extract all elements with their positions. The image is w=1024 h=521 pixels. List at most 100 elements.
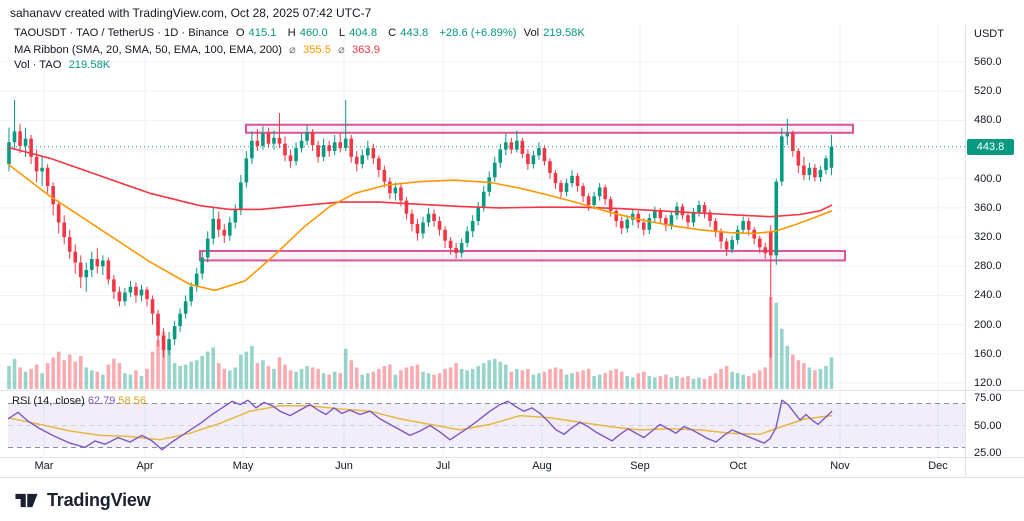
ma-ribbon-legend-row[interactable]: MA Ribbon (SMA, 20, SMA, 50, EMA, 100, E… xyxy=(14,43,384,56)
rsi-ma-line xyxy=(7,404,833,441)
candle-body xyxy=(128,286,133,293)
volume-bar xyxy=(642,371,646,389)
resistance-zone[interactable] xyxy=(245,123,854,134)
volume-bar xyxy=(829,357,834,389)
volume-bar xyxy=(520,370,525,389)
candle-body xyxy=(299,140,304,149)
candle-body xyxy=(520,140,525,154)
candle-body xyxy=(277,137,282,144)
volume-bar xyxy=(332,371,337,389)
volume-bar xyxy=(757,370,762,389)
candle-body xyxy=(283,143,287,156)
candle-body xyxy=(305,132,309,141)
candle-body xyxy=(371,148,376,159)
volume-bar xyxy=(802,363,806,389)
ema-200-line xyxy=(7,146,833,218)
symbol-legend-row[interactable]: TAOUSDT · TAO / TetherUS · 1D · Binance … xyxy=(14,27,593,39)
candle-body xyxy=(603,187,607,200)
candle-body xyxy=(548,161,552,173)
candle-body xyxy=(382,169,387,182)
candle-body xyxy=(101,260,105,267)
candle-body xyxy=(686,215,690,223)
volume-bar xyxy=(371,371,376,389)
creator-attribution[interactable]: sahanavv created with TradingView.com, O… xyxy=(10,6,372,20)
volume-bar xyxy=(785,345,790,389)
candle-body xyxy=(321,145,326,157)
avg-icon: ⌀ xyxy=(289,44,296,56)
candle-body xyxy=(802,165,806,176)
volume-bar xyxy=(426,373,431,389)
volume-bar xyxy=(763,367,768,389)
volume-bar xyxy=(504,364,508,389)
candle-body xyxy=(338,142,342,149)
volume-bar xyxy=(548,368,552,389)
ma-fast-value: 355.5 xyxy=(302,44,331,56)
volume-bar xyxy=(294,371,298,389)
volume-bar xyxy=(112,358,116,389)
volume-bar xyxy=(570,373,574,389)
volume-bar xyxy=(189,361,193,389)
volume-bar xyxy=(437,373,442,389)
candle-body xyxy=(349,138,354,157)
drawing-zones[interactable] xyxy=(199,123,854,262)
candle-body xyxy=(664,218,668,226)
month-tick-label: Dec xyxy=(928,460,948,472)
candle-body xyxy=(553,172,558,184)
volume-bar xyxy=(669,377,674,389)
volume-bar xyxy=(106,364,111,389)
volume-bar xyxy=(625,376,630,389)
rsi-pane[interactable] xyxy=(7,399,965,451)
tradingview-mark-icon xyxy=(15,493,38,508)
volume-bar xyxy=(23,371,28,389)
candle-body xyxy=(261,133,265,146)
volume-study-value: 219.58K xyxy=(68,59,111,71)
candle-body xyxy=(106,260,111,280)
volume-bar xyxy=(250,345,254,389)
candle-body xyxy=(40,167,44,172)
open-label: O 415.1 xyxy=(235,27,277,39)
candle-body xyxy=(542,148,547,162)
volume-bar xyxy=(421,371,425,389)
volume-bar xyxy=(382,366,387,389)
volume-bar xyxy=(630,377,635,389)
month-tick-label: Nov xyxy=(830,460,850,472)
volume-bar xyxy=(34,364,39,389)
candle-body xyxy=(145,289,149,300)
rsi-legend-row[interactable]: RSI (14, close) 62.79 58.56 xyxy=(12,395,146,407)
tradingview-logo[interactable]: TradingView xyxy=(14,488,151,513)
candle-body xyxy=(470,221,475,232)
candle-body xyxy=(239,182,243,210)
candle-body xyxy=(366,148,370,156)
candle-body xyxy=(807,167,812,176)
candle-body xyxy=(658,210,663,219)
candle-body xyxy=(647,218,652,230)
volume-bar xyxy=(415,364,420,389)
candle-body xyxy=(410,213,414,224)
volume-bar xyxy=(128,374,133,389)
volume-bar xyxy=(388,364,392,389)
volume-bar xyxy=(459,368,464,389)
volume-bar xyxy=(139,376,144,389)
price-tick-label: 400.0 xyxy=(974,172,1002,185)
volume-bar xyxy=(277,357,282,389)
candle-body xyxy=(23,138,28,146)
volume-bar xyxy=(708,376,712,389)
change-value: +28.6 (+6.89%) xyxy=(439,27,517,39)
volume-value: 219.58K xyxy=(543,27,585,39)
volume-bar xyxy=(239,354,243,389)
candle-body xyxy=(741,221,745,230)
candle-body xyxy=(51,186,55,205)
volume-bar xyxy=(183,364,188,389)
volume-bar xyxy=(393,374,398,389)
volume-bar xyxy=(272,368,276,389)
volume-legend-row[interactable]: Vol · TAO 219.58K xyxy=(14,59,114,71)
candle-body xyxy=(84,269,89,278)
support-zone[interactable] xyxy=(199,249,846,262)
volume-bar xyxy=(338,373,342,389)
candle-body xyxy=(487,177,492,192)
month-tick-label: Mar xyxy=(34,460,54,472)
rsi-tick-label: 25.00 xyxy=(974,447,1002,459)
candle-body xyxy=(327,145,331,152)
volume-bar xyxy=(216,363,221,389)
